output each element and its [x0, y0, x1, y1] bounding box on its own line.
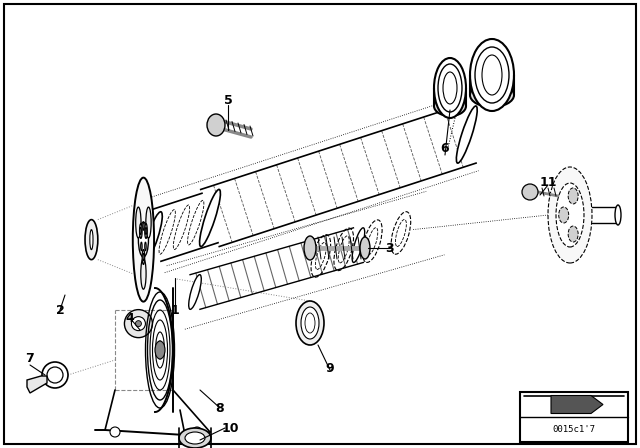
Ellipse shape	[90, 230, 93, 250]
Ellipse shape	[141, 242, 142, 251]
Ellipse shape	[124, 310, 152, 338]
Text: 1: 1	[171, 303, 179, 316]
Ellipse shape	[145, 224, 147, 238]
Ellipse shape	[296, 301, 324, 345]
Ellipse shape	[438, 64, 462, 112]
Text: 7: 7	[26, 352, 35, 365]
Text: 11: 11	[540, 176, 557, 189]
Text: 9: 9	[326, 362, 334, 375]
Ellipse shape	[185, 432, 205, 444]
Polygon shape	[551, 396, 603, 414]
Text: 5: 5	[223, 94, 232, 107]
Ellipse shape	[140, 227, 141, 235]
Text: 0015c1'7: 0015c1'7	[552, 425, 595, 434]
Ellipse shape	[192, 427, 202, 437]
Text: 6: 6	[441, 142, 449, 155]
Ellipse shape	[548, 167, 592, 263]
Ellipse shape	[146, 207, 151, 238]
Text: 4: 4	[125, 311, 134, 324]
Ellipse shape	[568, 188, 578, 204]
Text: 2: 2	[56, 303, 65, 316]
Ellipse shape	[470, 83, 514, 107]
Ellipse shape	[434, 58, 466, 118]
Polygon shape	[27, 376, 47, 393]
Ellipse shape	[138, 222, 148, 257]
Ellipse shape	[568, 226, 578, 242]
Ellipse shape	[145, 242, 146, 251]
Text: 10: 10	[221, 422, 239, 435]
Bar	[520, 392, 628, 442]
Ellipse shape	[145, 227, 147, 235]
Ellipse shape	[556, 183, 584, 247]
Ellipse shape	[352, 228, 365, 263]
Ellipse shape	[136, 321, 141, 327]
Ellipse shape	[143, 222, 144, 230]
Ellipse shape	[155, 341, 165, 359]
Ellipse shape	[559, 207, 569, 223]
Ellipse shape	[140, 224, 142, 238]
Ellipse shape	[131, 317, 145, 331]
Ellipse shape	[456, 106, 477, 163]
Ellipse shape	[475, 47, 509, 103]
Ellipse shape	[141, 258, 146, 289]
Ellipse shape	[443, 72, 457, 104]
Ellipse shape	[136, 207, 141, 238]
Ellipse shape	[85, 220, 98, 260]
Ellipse shape	[207, 114, 225, 136]
Ellipse shape	[305, 313, 315, 333]
Ellipse shape	[142, 250, 145, 264]
Ellipse shape	[110, 427, 120, 437]
Text: 3: 3	[386, 241, 394, 254]
Ellipse shape	[189, 275, 201, 309]
Ellipse shape	[143, 212, 163, 261]
Ellipse shape	[615, 205, 621, 225]
Ellipse shape	[200, 190, 220, 246]
Ellipse shape	[304, 236, 316, 260]
Ellipse shape	[360, 237, 370, 259]
Ellipse shape	[482, 55, 502, 95]
Ellipse shape	[132, 177, 154, 302]
Ellipse shape	[470, 39, 514, 111]
Ellipse shape	[301, 307, 319, 339]
Ellipse shape	[179, 428, 211, 448]
Text: 8: 8	[216, 401, 224, 414]
Ellipse shape	[522, 184, 538, 200]
Ellipse shape	[143, 253, 144, 261]
Ellipse shape	[434, 96, 466, 116]
